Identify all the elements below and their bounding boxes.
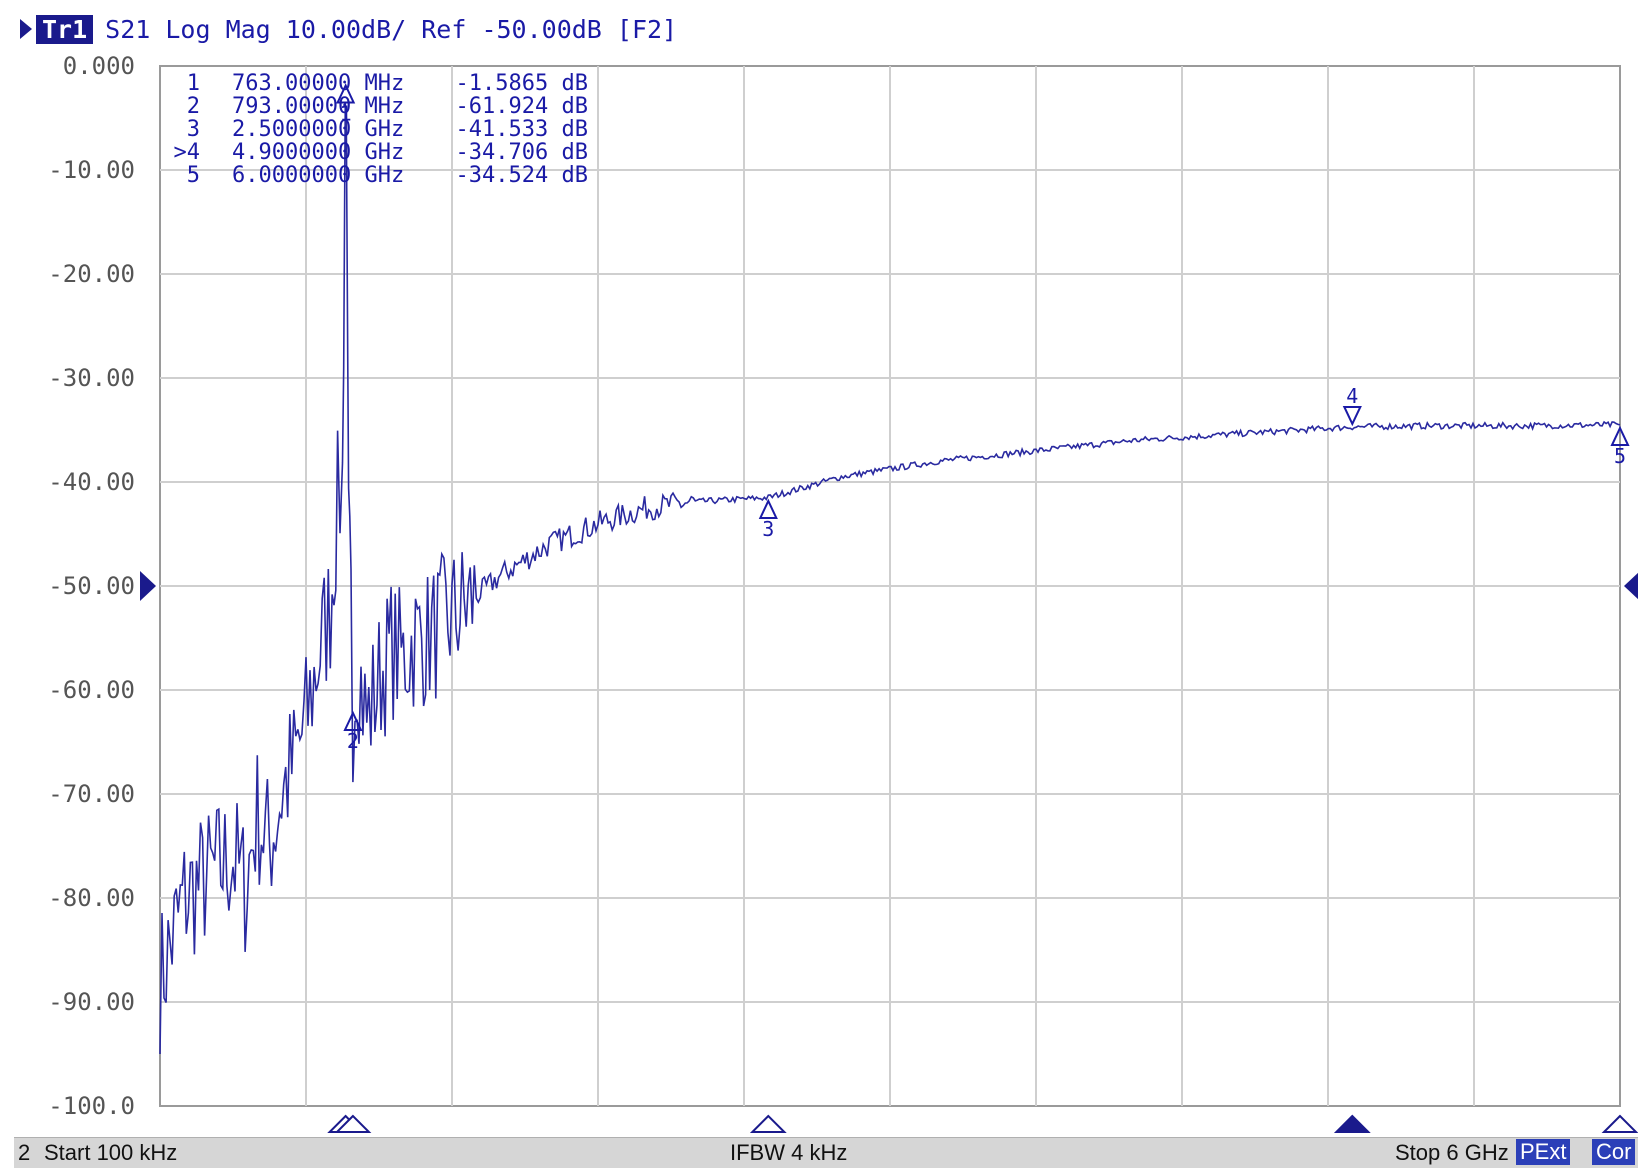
cor-badge: Cor (1592, 1139, 1636, 1165)
marker-2-label: 2 (347, 729, 359, 753)
trace-s21-line (159, 102, 1621, 1055)
marker-4-icon[interactable] (1342, 405, 1362, 427)
y-tick-label: -60.00 (48, 676, 135, 704)
y-tick-label: 0.000 (63, 52, 135, 80)
marker-3-label: 3 (762, 517, 774, 541)
y-tick-label: -10.00 (48, 156, 135, 184)
y-tick-label: -30.00 (48, 364, 135, 392)
marker-readout-frequency: 2.5000000 GHz (232, 117, 404, 142)
stop-frequency[interactable]: Stop 6 GHz (1395, 1140, 1509, 1165)
marker-readout-value: -61.924 dB (456, 94, 588, 119)
marker-4-label: 4 (1346, 384, 1358, 408)
marker-2-icon[interactable] (343, 710, 363, 732)
marker-readout-value: -41.533 dB (456, 117, 588, 142)
marker-3-axis-indicator-icon[interactable] (749, 1114, 787, 1133)
marker-1-label: 1 (340, 101, 352, 125)
y-tick-label: -90.00 (48, 988, 135, 1016)
channel-number[interactable]: 2 (18, 1140, 31, 1165)
trace-info: S21 Log Mag 10.00dB/ Ref -50.00dB [F2] (105, 14, 678, 44)
marker-readout-frequency: 793.00000 MHz (232, 94, 404, 119)
marker-readout-frequency: 6.0000000 GHz (232, 163, 404, 188)
y-tick-label: -50.00 (48, 572, 135, 600)
y-tick-label: -100.0 (48, 1092, 135, 1120)
marker-readout-number[interactable]: 5 (187, 163, 200, 188)
y-tick-label: -20.00 (48, 260, 135, 288)
y-tick-label: -40.00 (48, 468, 135, 496)
status-bar: 2 Start 100 kHz IFBW 4 kHz Stop 6 GHz PE… (14, 1137, 1638, 1168)
start-frequency[interactable]: Start 100 kHz (44, 1140, 178, 1165)
marker-3-icon[interactable] (758, 498, 778, 519)
reference-level-right-icon[interactable] (1624, 571, 1638, 601)
marker-readout-frequency: 4.9000000 GHz (232, 140, 404, 165)
trace-badge[interactable]: Tr1 (36, 14, 94, 44)
marker-readout-value: -34.524 dB (456, 163, 588, 188)
trace-header: Tr1 S21 Log Mag 10.00dB/ Ref -50.00dB [F… (20, 12, 677, 46)
active-trace-arrow-icon (20, 19, 32, 39)
marker-5-axis-indicator-icon[interactable] (1601, 1114, 1638, 1133)
y-tick-label: -70.00 (48, 780, 135, 808)
trace-chart: 0.000 -10.00 -20.00 -30.00 -40.00 -50.00 -60.0… (48, 52, 1638, 1133)
marker-5-icon[interactable] (1610, 425, 1630, 447)
marker-2-axis-indicator-icon[interactable] (334, 1114, 372, 1133)
marker-readout-frequency: 763.00000 MHz (232, 71, 404, 96)
marker-readout-value: -1.5865 dB (456, 71, 588, 96)
marker-readout-number[interactable]: >4 (174, 140, 201, 165)
marker-1-icon[interactable] (336, 83, 356, 104)
reference-level-left-icon[interactable] (140, 571, 156, 601)
marker-4-axis-indicator-icon[interactable] (1333, 1114, 1371, 1133)
marker-5-label: 5 (1614, 444, 1626, 468)
marker-readout-number[interactable]: 3 (187, 117, 200, 142)
pext-badge: PExt (1516, 1139, 1571, 1165)
marker-readout-value: -34.706 dB (456, 140, 588, 165)
y-tick-label: -80.00 (48, 884, 135, 912)
marker-readout-number[interactable]: 1 (187, 71, 200, 96)
ifbw-indicator[interactable]: IFBW 4 kHz (730, 1140, 848, 1165)
marker-readout-number[interactable]: 2 (187, 94, 200, 119)
